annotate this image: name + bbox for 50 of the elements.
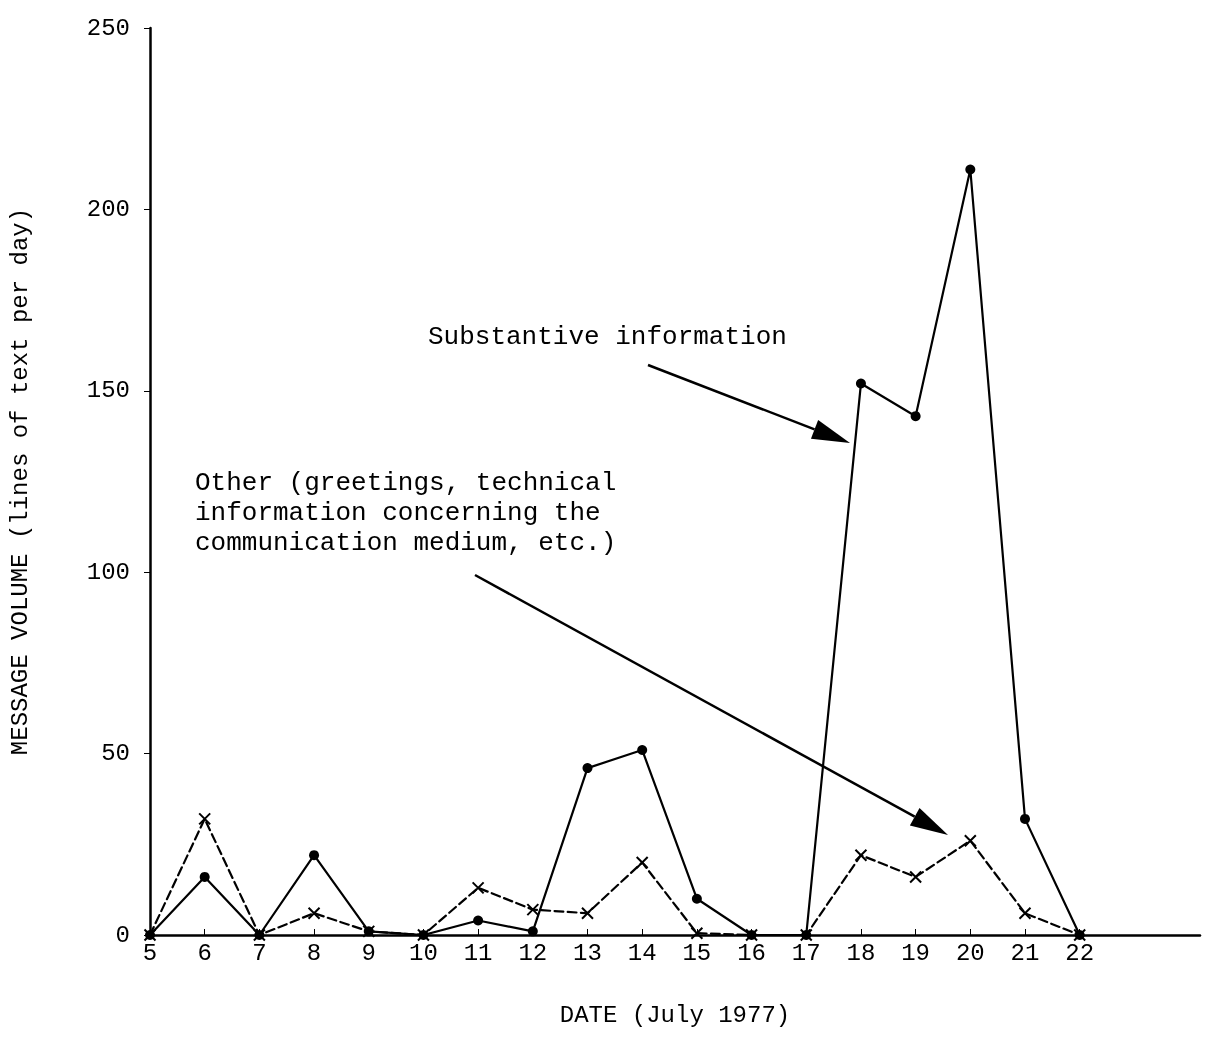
y-axis-title: MESSAGE VOLUME (lines of text per day) (6, 207, 34, 756)
x-tick-label: 6 (197, 939, 212, 967)
y-tick-label: 0 (115, 921, 130, 949)
y-tick-label: 100 (86, 558, 130, 586)
point (307, 906, 321, 920)
annotation: Substantive information (428, 322, 787, 352)
x-tick-label: 12 (518, 939, 548, 967)
point (854, 848, 868, 862)
x-tick-label: 21 (1010, 939, 1040, 967)
y-tick-label: 200 (86, 195, 130, 223)
x-tick-label: 16 (737, 939, 766, 967)
x-tick-label: 7 (252, 939, 267, 967)
point (526, 903, 540, 917)
point (471, 881, 485, 895)
x-tick-label: 9 (361, 939, 376, 967)
point (309, 850, 320, 861)
y-tick-label: 250 (86, 14, 130, 42)
point (1020, 813, 1030, 824)
x-tick-label: 10 (409, 939, 438, 967)
annotation: Other (greetings, technical information concerning the communication medium, etc.) (195, 468, 617, 558)
point (473, 915, 484, 926)
x-tick-label: 5 (142, 939, 158, 967)
point (963, 834, 977, 848)
point (855, 378, 866, 389)
x-tick-label: 15 (682, 939, 712, 967)
x-tick-label: 17 (791, 939, 821, 967)
point (909, 870, 923, 884)
point (199, 871, 210, 882)
x-tick-label: 22 (1065, 939, 1095, 967)
point (690, 926, 704, 940)
x-axis-title: DATE (July 1977) (559, 1001, 791, 1029)
x-tick-label: 20 (955, 939, 985, 967)
point (910, 411, 921, 422)
x-tick-label: 11 (463, 939, 493, 967)
y-tick-label: 150 (86, 377, 130, 405)
point (198, 812, 212, 826)
x-tick-label: 18 (846, 939, 876, 967)
x-tick-label: 13 (573, 939, 602, 967)
point (691, 893, 702, 904)
point (581, 906, 594, 920)
point (582, 763, 593, 774)
x-tick-label: 8 (306, 939, 322, 967)
x-tick-label: 19 (901, 939, 931, 967)
point (635, 855, 649, 869)
point (1018, 906, 1032, 920)
x-tick-label: 14 (627, 939, 657, 967)
y-tick-label: 50 (101, 740, 130, 768)
point (527, 926, 538, 937)
point (637, 744, 648, 755)
point (965, 164, 976, 175)
